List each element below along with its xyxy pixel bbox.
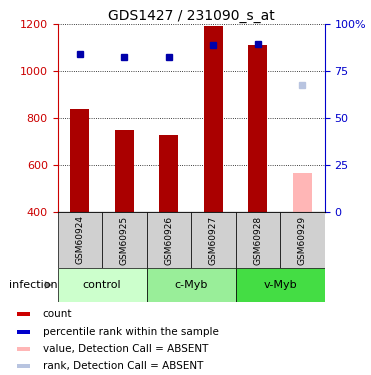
- Text: rank, Detection Call = ABSENT: rank, Detection Call = ABSENT: [43, 362, 203, 371]
- Bar: [204, 26, 223, 212]
- Text: GSM60929: GSM60929: [298, 215, 307, 265]
- Text: GSM60927: GSM60927: [209, 215, 218, 265]
- Text: c-Myb: c-Myb: [174, 280, 208, 290]
- Bar: [236, 268, 325, 302]
- Text: count: count: [43, 309, 72, 320]
- Bar: [147, 212, 191, 268]
- Bar: [160, 135, 178, 212]
- Bar: [102, 212, 147, 268]
- Bar: [147, 268, 236, 302]
- Text: value, Detection Call = ABSENT: value, Detection Call = ABSENT: [43, 344, 208, 354]
- Bar: [191, 212, 236, 268]
- Text: infection: infection: [9, 280, 58, 290]
- Bar: [17, 364, 30, 368]
- Bar: [17, 312, 30, 316]
- Bar: [70, 109, 89, 212]
- Bar: [17, 330, 30, 334]
- Text: GSM60925: GSM60925: [120, 215, 129, 265]
- Bar: [58, 212, 102, 268]
- Text: percentile rank within the sample: percentile rank within the sample: [43, 327, 219, 337]
- Text: v-Myb: v-Myb: [263, 280, 297, 290]
- Bar: [236, 212, 280, 268]
- Text: control: control: [83, 280, 121, 290]
- Bar: [115, 130, 134, 212]
- Bar: [293, 173, 312, 212]
- Bar: [17, 347, 30, 351]
- Text: GSM60924: GSM60924: [75, 216, 84, 264]
- Bar: [58, 268, 147, 302]
- Text: GSM60928: GSM60928: [253, 215, 262, 265]
- Bar: [249, 45, 267, 212]
- Title: GDS1427 / 231090_s_at: GDS1427 / 231090_s_at: [108, 9, 275, 23]
- Bar: [280, 212, 325, 268]
- Text: GSM60926: GSM60926: [164, 215, 173, 265]
